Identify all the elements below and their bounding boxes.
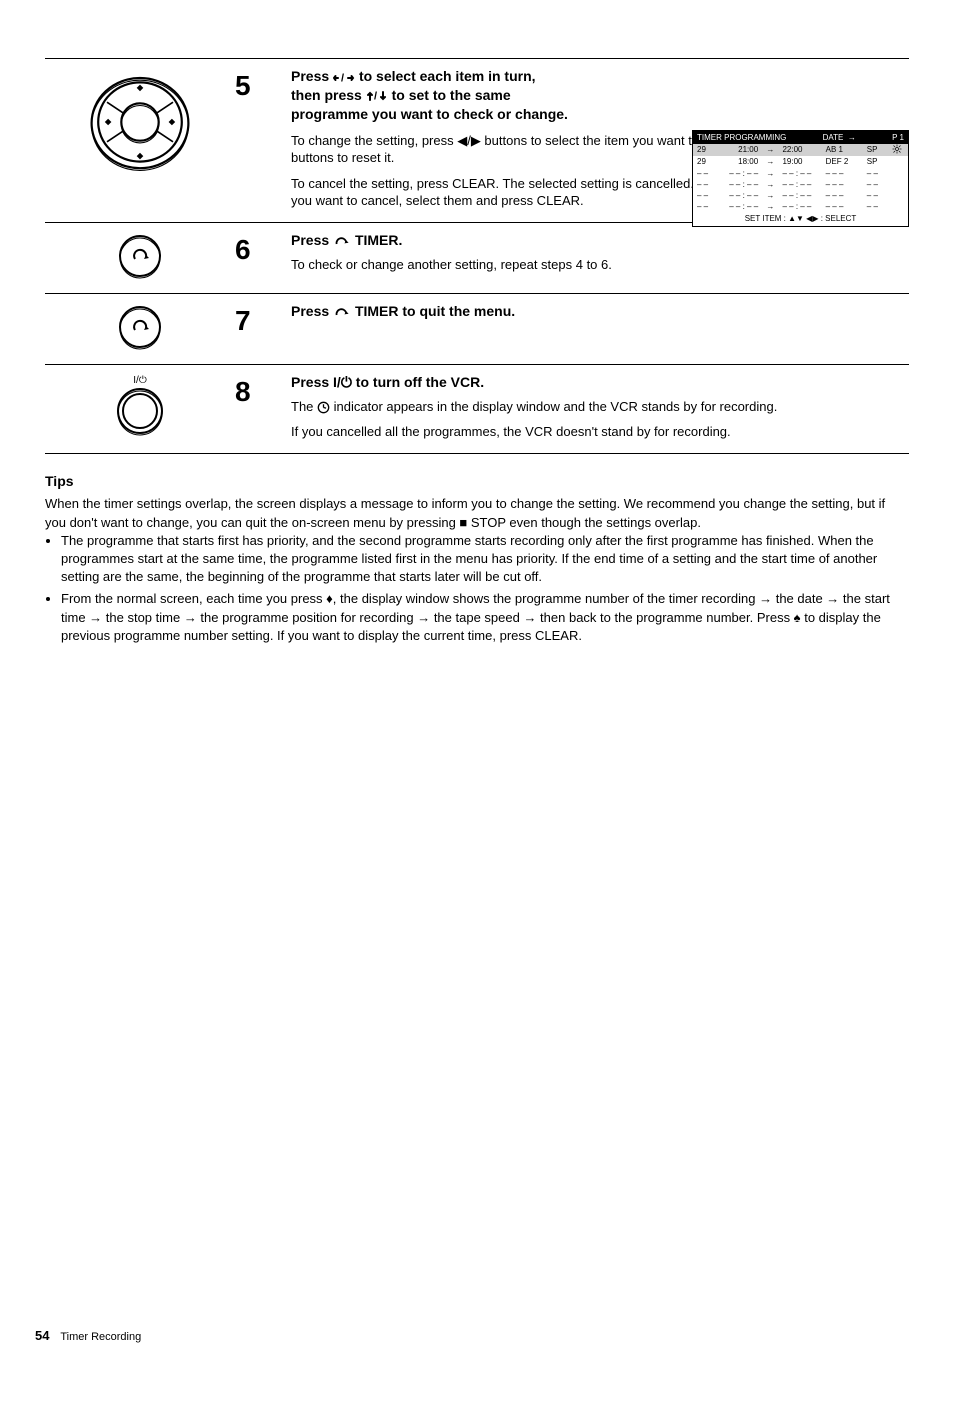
- step-8-line-2: The indicator appears in the display win…: [291, 398, 909, 416]
- step-7-body: 7 Press TIMER to quit the menu.: [235, 302, 909, 352]
- page-number: 54 Timer Recording: [35, 1328, 141, 1343]
- menu-rows: 2921:00→22:00AB 1SP2918:00→19:00DEF 2SP–…: [693, 144, 908, 212]
- step-6-headline: Press TIMER.: [291, 231, 909, 250]
- power-button-icon: I/⏻: [111, 373, 169, 437]
- power-icon: I/⏻: [333, 374, 352, 390]
- step-7-illustration: [45, 302, 235, 352]
- page-footer-text: Timer Recording: [60, 1331, 141, 1343]
- tips-bullet: The programme that starts first has prio…: [61, 532, 909, 587]
- menu-title: TIMER PROGRAMMING: [697, 132, 786, 143]
- svg-text:/: /: [341, 73, 344, 85]
- step-7-number: 7: [235, 302, 291, 352]
- page-number-text: 54: [35, 1328, 49, 1343]
- step-8-illustration: I/⏻: [45, 373, 235, 441]
- step-5-illustration: [45, 67, 235, 210]
- step-8-body: 8 Press I/⏻ to turn off the VCR. The: [235, 373, 909, 441]
- menu-date-hdr: DATE: [823, 133, 844, 142]
- tips-list: The programme that starts first has prio…: [45, 532, 909, 645]
- tips-section: Tips When the timer settings overlap, th…: [45, 472, 909, 645]
- text: TIMER.: [355, 232, 402, 248]
- page: 5 Press / to select each item in turn, t…: [0, 58, 954, 1413]
- text: indicator appears in the display window …: [334, 399, 778, 414]
- text: Press: [291, 68, 333, 84]
- menu-row: 2918:00→19:00DEF 2SP: [693, 156, 908, 167]
- menu-footer: SET ITEM : ▲▼ ◀▶ : SELECT: [693, 212, 908, 225]
- up-down-arrow-icon: /: [366, 87, 392, 103]
- timer-button-icon: [115, 231, 165, 281]
- step-8-headline: Press I/⏻ to turn off the VCR.: [291, 373, 909, 392]
- menu-page: P 1: [892, 132, 904, 143]
- text: Press: [291, 232, 333, 248]
- step-6-row: 6 Press TIMER. To check or change anothe…: [45, 222, 909, 293]
- text: When the timer settings overlap, the scr…: [45, 496, 885, 529]
- text: to select each item in turn,: [359, 68, 536, 84]
- timer-icon: [333, 232, 355, 248]
- step-6-para: To check or change another setting, repe…: [291, 256, 909, 274]
- clock-icon: [317, 399, 334, 414]
- step-8-text: Press I/⏻ to turn off the VCR. The indic…: [291, 373, 909, 441]
- step-8-para-2: If you cancelled all the programmes, the…: [291, 423, 909, 441]
- menu-row: – –– – : – –→– – : – –– – –– –: [693, 168, 908, 179]
- tips-title: Tips: [45, 472, 909, 492]
- step-8-row: I/⏻ 8 Press I/⏻ to turn off the VCR. The: [45, 364, 909, 454]
- menu-header: TIMER PROGRAMMING DATE → P 1: [693, 131, 908, 144]
- timer-icon: [333, 303, 355, 319]
- tips-bullet: From the normal screen, each time you pr…: [61, 590, 909, 645]
- svg-text:I/⏻: I/⏻: [133, 375, 147, 386]
- text: The: [291, 399, 317, 414]
- timer-button-icon: [115, 302, 165, 352]
- step-6-body: 6 Press TIMER. To check or change anothe…: [235, 231, 909, 281]
- dpad-icon: [85, 67, 195, 177]
- text: to set to the same: [392, 87, 511, 103]
- svg-text:/: /: [374, 90, 377, 102]
- text: Press: [291, 374, 333, 390]
- step-5-number: 5: [235, 67, 291, 210]
- menu-row: 2921:00→22:00AB 1SP: [693, 144, 908, 156]
- step-6-illustration: [45, 231, 235, 281]
- step-6-text: Press TIMER. To check or change another …: [291, 231, 909, 281]
- step-7-headline: Press TIMER to quit the menu.: [291, 302, 909, 321]
- text: programme you want to check or change.: [291, 106, 568, 122]
- timer-programming-menu: TIMER PROGRAMMING DATE → P 1 2921:00→22:…: [692, 130, 909, 227]
- text: Press: [291, 303, 333, 319]
- left-right-arrow-icon: /: [333, 68, 359, 84]
- step-5-headline: Press / to select each item in turn, the…: [291, 67, 611, 124]
- menu-row: – –– – : – –→– – : – –– – –– –: [693, 179, 908, 190]
- step-6-number: 6: [235, 231, 291, 281]
- step-7-row: 7 Press TIMER to quit the menu.: [45, 293, 909, 364]
- text: then press: [291, 87, 366, 103]
- text: TIMER to quit the menu.: [355, 303, 515, 319]
- step-8-number: 8: [235, 373, 291, 441]
- step-7-text: Press TIMER to quit the menu.: [291, 302, 909, 352]
- tips-intro: When the timer settings overlap, the scr…: [45, 495, 909, 531]
- text: to turn off the VCR.: [356, 374, 484, 390]
- menu-row: – –– – : – –→– – : – –– – –– –: [693, 201, 908, 212]
- menu-row: – –– – : – –→– – : – –– – –– –: [693, 190, 908, 201]
